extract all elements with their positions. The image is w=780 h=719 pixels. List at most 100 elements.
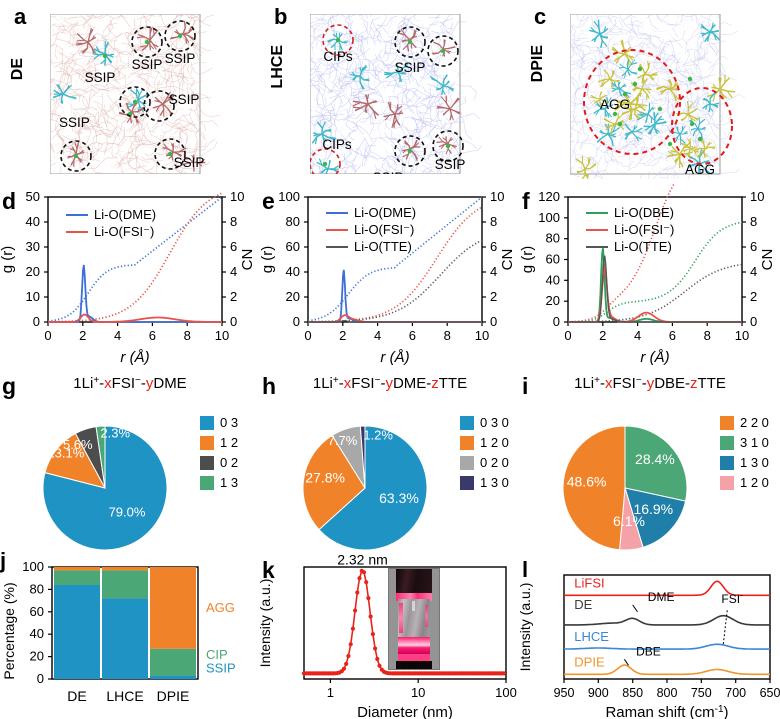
svg-text:Intensity (a.u.): Intensity (a.u.) bbox=[260, 579, 273, 668]
svg-text:79.0%: 79.0% bbox=[109, 504, 146, 519]
svg-text:Li-O(DME): Li-O(DME) bbox=[94, 207, 156, 222]
svg-text:80: 80 bbox=[546, 231, 560, 246]
svg-text:AGG: AGG bbox=[600, 97, 630, 112]
svg-text:Li-O(TTE): Li-O(TTE) bbox=[354, 239, 412, 254]
svg-text:4: 4 bbox=[750, 264, 757, 279]
svg-text:Li-O(TTE): Li-O(TTE) bbox=[614, 239, 672, 254]
svg-text:FSI-: FSI- bbox=[721, 590, 743, 606]
svg-text:120: 120 bbox=[538, 189, 560, 204]
svg-text:650: 650 bbox=[760, 686, 780, 700]
svg-text:40: 40 bbox=[30, 626, 44, 641]
svg-text:60: 60 bbox=[546, 252, 560, 267]
svg-text:DE: DE bbox=[574, 597, 592, 612]
svg-text:Raman shift (cm-1): Raman shift (cm-1) bbox=[605, 704, 728, 719]
svg-text:0: 0 bbox=[750, 314, 757, 329]
svg-text:1Li+-xFSI−-yDBE-zTTE: 1Li+-xFSI−-yDBE-zTTE bbox=[574, 375, 726, 393]
svg-text:g (r): g (r) bbox=[520, 246, 536, 274]
svg-text:0: 0 bbox=[33, 314, 40, 329]
svg-text:20: 20 bbox=[30, 649, 44, 664]
svg-text:4: 4 bbox=[114, 328, 121, 343]
svg-text:LHCE: LHCE bbox=[106, 688, 143, 704]
svg-text:3 1 0: 3 1 0 bbox=[740, 435, 769, 450]
svg-text:850: 850 bbox=[622, 686, 643, 700]
svg-text:100: 100 bbox=[22, 559, 44, 574]
svg-text:Intensity (a.u.): Intensity (a.u.) bbox=[520, 583, 533, 672]
svg-text:0: 0 bbox=[44, 328, 51, 343]
svg-text:0: 0 bbox=[564, 328, 571, 343]
svg-text:10: 10 bbox=[490, 189, 504, 204]
svg-text:10: 10 bbox=[26, 289, 40, 304]
svg-text:6: 6 bbox=[750, 239, 757, 254]
svg-text:800: 800 bbox=[657, 686, 678, 700]
svg-text:2.32 nm: 2.32 nm bbox=[337, 553, 388, 567]
svg-text:DME: DME bbox=[648, 590, 675, 604]
svg-text:60: 60 bbox=[286, 239, 300, 254]
svg-text:6: 6 bbox=[669, 328, 676, 343]
svg-text:2: 2 bbox=[490, 289, 497, 304]
svg-text:0: 0 bbox=[37, 671, 44, 686]
svg-text:SSIP: SSIP bbox=[435, 157, 466, 172]
svg-text:100: 100 bbox=[538, 210, 560, 225]
svg-text:DBE: DBE bbox=[636, 644, 661, 658]
svg-text:SSIP: SSIP bbox=[373, 170, 404, 174]
svg-text:1Li+-xFSI−-yDME-zTTE: 1Li+-xFSI−-yDME-zTTE bbox=[313, 375, 467, 393]
svg-text:CN: CN bbox=[759, 249, 776, 271]
svg-text:40: 40 bbox=[26, 214, 40, 229]
svg-text:10: 10 bbox=[750, 189, 764, 204]
svg-text:6.1%: 6.1% bbox=[613, 513, 645, 529]
svg-text:2 2 0: 2 2 0 bbox=[740, 415, 769, 430]
svg-text:0: 0 bbox=[304, 328, 311, 343]
svg-text:0 2 0: 0 2 0 bbox=[480, 455, 509, 470]
svg-text:2.3%: 2.3% bbox=[100, 425, 130, 440]
svg-text:60: 60 bbox=[30, 604, 44, 619]
svg-text:48.6%: 48.6% bbox=[567, 473, 607, 489]
svg-text:SSIP: SSIP bbox=[174, 155, 205, 170]
svg-text:SSIP: SSIP bbox=[59, 115, 90, 130]
svg-text:r (Å): r (Å) bbox=[380, 349, 409, 366]
svg-text:0: 0 bbox=[490, 314, 497, 329]
svg-text:1 3 0: 1 3 0 bbox=[480, 475, 509, 490]
svg-text:40: 40 bbox=[286, 264, 300, 279]
svg-text:6: 6 bbox=[230, 239, 237, 254]
svg-text:SSIP: SSIP bbox=[85, 70, 116, 85]
svg-text:AGG: AGG bbox=[206, 600, 235, 615]
svg-text:10: 10 bbox=[735, 328, 749, 343]
svg-text:6: 6 bbox=[149, 328, 156, 343]
svg-text:CN: CN bbox=[239, 249, 256, 271]
svg-text:0: 0 bbox=[293, 314, 300, 329]
svg-text:DPIE: DPIE bbox=[574, 654, 605, 669]
svg-text:DE: DE bbox=[67, 688, 86, 704]
svg-text:100: 100 bbox=[495, 685, 517, 700]
svg-text:2: 2 bbox=[750, 289, 757, 304]
svg-text:1 2 0: 1 2 0 bbox=[740, 475, 769, 490]
svg-text:27.8%: 27.8% bbox=[305, 469, 345, 485]
svg-text:0 2: 0 2 bbox=[220, 455, 238, 470]
svg-text:r (Å): r (Å) bbox=[120, 349, 149, 366]
svg-text:1 2: 1 2 bbox=[220, 435, 238, 450]
svg-text:30: 30 bbox=[26, 239, 40, 254]
svg-text:2: 2 bbox=[599, 328, 606, 343]
svg-text:2: 2 bbox=[230, 289, 237, 304]
svg-text:2: 2 bbox=[339, 328, 346, 343]
svg-text:DPIE: DPIE bbox=[157, 688, 190, 704]
svg-text:4: 4 bbox=[634, 328, 641, 343]
svg-text:1: 1 bbox=[327, 685, 334, 700]
svg-text:700: 700 bbox=[725, 686, 746, 700]
svg-text:Li-O(DBE): Li-O(DBE) bbox=[614, 205, 674, 220]
svg-text:CIPs: CIPs bbox=[323, 49, 353, 64]
svg-text:Li-O(DME): Li-O(DME) bbox=[354, 205, 416, 220]
svg-text:0 3: 0 3 bbox=[220, 415, 238, 430]
svg-text:750: 750 bbox=[691, 686, 712, 700]
svg-text:6: 6 bbox=[409, 328, 416, 343]
svg-text:10: 10 bbox=[230, 189, 244, 204]
svg-text:10: 10 bbox=[475, 328, 489, 343]
svg-text:900: 900 bbox=[588, 686, 609, 700]
svg-text:Li-O(FSI⁻): Li-O(FSI⁻) bbox=[94, 224, 154, 239]
svg-text:SSIP: SSIP bbox=[206, 660, 236, 675]
svg-text:Diameter (nm): Diameter (nm) bbox=[357, 704, 453, 719]
svg-text:0 3 0: 0 3 0 bbox=[480, 415, 509, 430]
svg-text:8: 8 bbox=[184, 328, 191, 343]
svg-text:SSIP: SSIP bbox=[169, 92, 200, 107]
svg-text:63.3%: 63.3% bbox=[379, 490, 419, 506]
svg-text:8: 8 bbox=[704, 328, 711, 343]
